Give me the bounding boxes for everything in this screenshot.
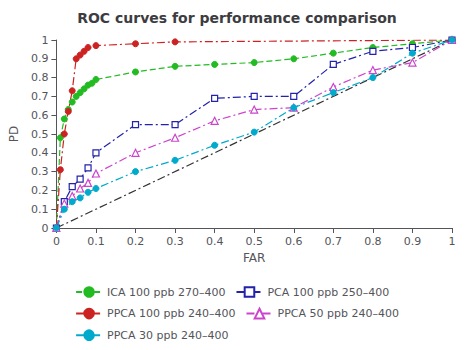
svg-text:ROC curves for performance com: ROC curves for performance comparison: [77, 10, 397, 26]
svg-text:0.5: 0.5: [245, 235, 262, 248]
svg-text:PPCA 30 ppb 240–400: PPCA 30 ppb 240–400: [107, 329, 228, 342]
svg-text:0.6: 0.6: [31, 109, 49, 122]
svg-text:1: 1: [449, 235, 456, 248]
svg-text:ICA 100 ppb 270–400: ICA 100 ppb 270–400: [107, 286, 225, 299]
svg-text:0.3: 0.3: [31, 165, 49, 178]
svg-text:0: 0: [41, 222, 48, 235]
svg-text:1: 1: [41, 34, 48, 47]
svg-text:FAR: FAR: [243, 251, 265, 265]
svg-text:0.7: 0.7: [325, 235, 343, 248]
svg-text:0.9: 0.9: [404, 235, 422, 248]
svg-text:0.4: 0.4: [206, 235, 224, 248]
svg-text:PPCA 50 ppb 240–400: PPCA 50 ppb 240–400: [277, 307, 398, 320]
svg-text:0.5: 0.5: [31, 128, 49, 141]
svg-text:0.9: 0.9: [31, 52, 49, 65]
svg-text:PCA 100 ppb 250–400: PCA 100 ppb 250–400: [267, 286, 389, 299]
svg-text:0.2: 0.2: [31, 184, 49, 197]
svg-text:0.8: 0.8: [31, 71, 49, 84]
svg-text:0.3: 0.3: [166, 235, 184, 248]
svg-text:0.6: 0.6: [285, 235, 303, 248]
svg-text:0.7: 0.7: [31, 90, 49, 103]
svg-text:0.4: 0.4: [31, 146, 49, 159]
svg-text:PD: PD: [7, 126, 21, 142]
svg-text:PPCA 100 ppb 240–400: PPCA 100 ppb 240–400: [107, 307, 235, 320]
svg-text:0.8: 0.8: [364, 235, 382, 248]
svg-text:0.1: 0.1: [31, 203, 49, 216]
svg-text:0: 0: [53, 235, 60, 248]
svg-text:0.1: 0.1: [87, 235, 105, 248]
svg-text:0.2: 0.2: [127, 235, 145, 248]
